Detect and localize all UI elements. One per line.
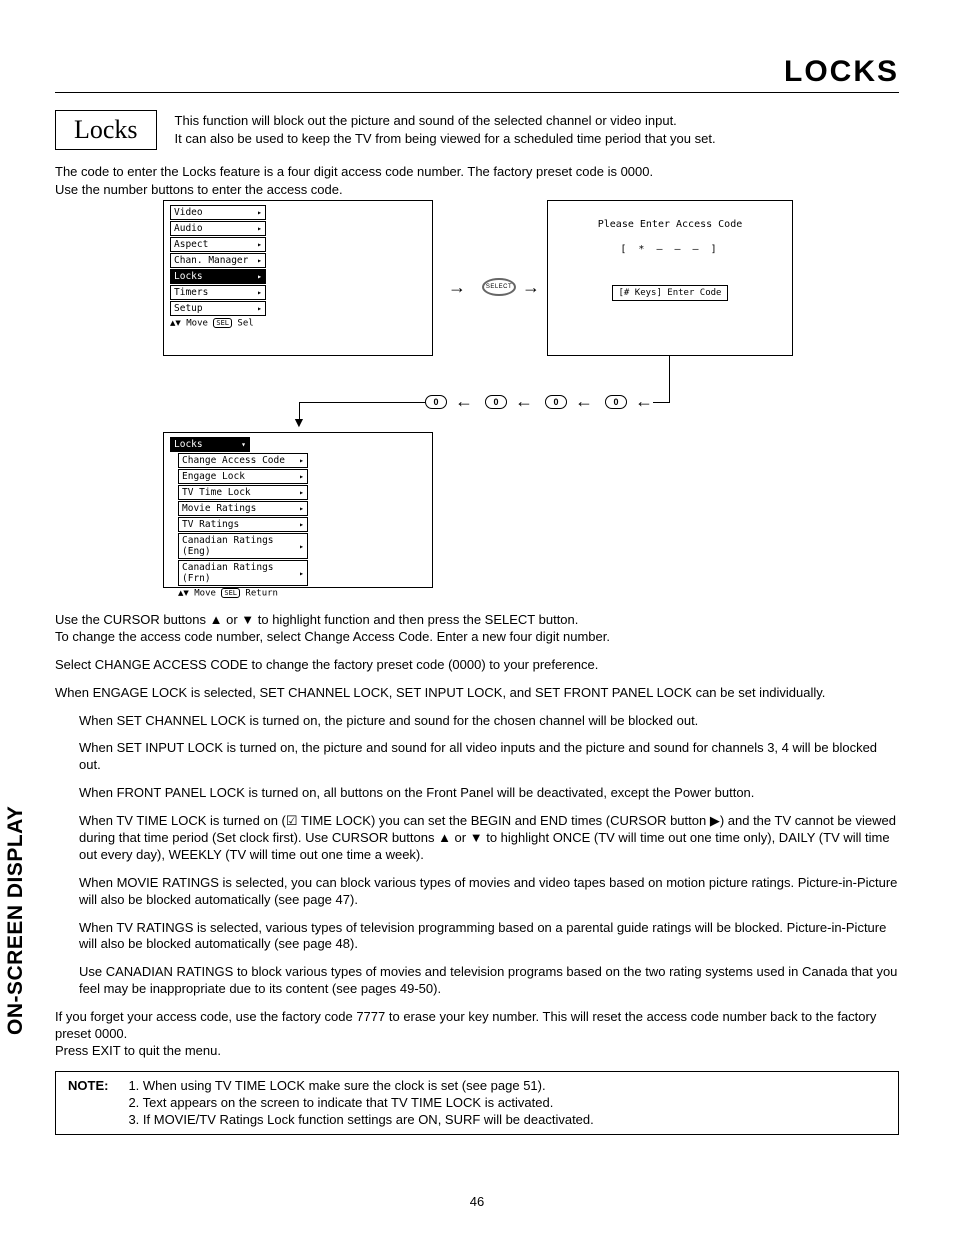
body-para: Use CANADIAN RATINGS to block various ty… [79, 964, 899, 998]
intro-line: This function will block out the picture… [175, 112, 716, 130]
select-button-icon: SELECT [482, 278, 516, 296]
diagram-area: Video▸ Audio▸ Aspect▸ Chan. Manager▸ Loc… [55, 200, 899, 590]
zero-key-icon: 0 [545, 395, 567, 409]
connector-line [669, 356, 670, 402]
intro-text: This function will block out the picture… [175, 110, 716, 147]
submenu-item: TV Ratings▸ [178, 517, 308, 532]
note-item: 2. Text appears on the screen to indicat… [128, 1095, 593, 1112]
submenu-item: Canadian Ratings (Eng)▸ [178, 533, 308, 559]
arrow-left-icon: ← [515, 391, 533, 412]
arrow-left-icon: ← [455, 391, 473, 412]
arrow-right-icon: → [522, 277, 540, 298]
arrow-right-icon: → [448, 277, 466, 298]
menu-hint: ▲▼ Move SEL Sel [170, 317, 426, 329]
body-para: When SET INPUT LOCK is turned on, the pi… [79, 740, 899, 774]
menu-item: Aspect▸ [170, 237, 266, 252]
menu-item: Setup▸ [170, 301, 266, 316]
note-box: NOTE: 1. When using TV TIME LOCK make su… [55, 1071, 899, 1136]
body-para: When MOVIE RATINGS is selected, you can … [79, 875, 899, 909]
zero-key-icon: 0 [605, 395, 627, 409]
body-para: When TV TIME LOCK is turned on (☑ TIME L… [79, 813, 899, 864]
osd-locks-submenu: Locks▾ Change Access Code▸ Engage Lock▸ … [163, 432, 433, 588]
menu-item-selected: Locks▸ [170, 269, 266, 284]
menu-item: Video▸ [170, 205, 266, 220]
body-line: If you forget your access code, use the … [55, 1009, 876, 1041]
code-intro: The code to enter the Locks feature is a… [55, 163, 653, 198]
access-code-hint: [# Keys] Enter Code [612, 285, 729, 301]
connector-line [407, 402, 425, 403]
page-header-title: LOCKS [784, 55, 899, 89]
body-para: Select CHANGE ACCESS CODE to change the … [55, 657, 899, 674]
arrow-down-icon: ▼ [292, 414, 306, 430]
connector-line [653, 402, 670, 403]
osd-access-code-panel: Please Enter Access Code [ * – – – ] [# … [547, 200, 793, 356]
note-list: 1. When using TV TIME LOCK make sure the… [128, 1078, 593, 1129]
sidebar-label: ON-SCREEN DISPLAY [4, 806, 28, 1035]
code-intro-line: Use the number buttons to enter the acce… [55, 181, 653, 199]
menu-item: Chan. Manager▸ [170, 253, 266, 268]
arrow-left-icon: ← [635, 391, 653, 412]
submenu-hint: ▲▼ Move SEL Return [178, 587, 426, 599]
submenu-item: Canadian Ratings (Frn)▸ [178, 560, 308, 586]
submenu-item: Engage Lock▸ [178, 469, 308, 484]
submenu-header: Locks▾ [170, 437, 250, 452]
access-code-prompt: Please Enter Access Code [558, 219, 782, 230]
code-intro-line: The code to enter the Locks feature is a… [55, 163, 653, 181]
note-item: 1. When using TV TIME LOCK make sure the… [128, 1078, 593, 1095]
body-para: When TV RATINGS is selected, various typ… [79, 920, 899, 954]
body-line: Use the CURSOR buttons ▲ or ▼ to highlig… [55, 612, 578, 627]
submenu-item: Movie Ratings▸ [178, 501, 308, 516]
submenu-item: TV Time Lock▸ [178, 485, 308, 500]
zero-key-icon: 0 [485, 395, 507, 409]
submenu-item: Change Access Code▸ [178, 453, 308, 468]
body-para: When SET CHANNEL LOCK is turned on, the … [79, 713, 899, 730]
note-label: NOTE: [68, 1078, 108, 1129]
note-item: 3. If MOVIE/TV Ratings Lock function set… [128, 1112, 593, 1129]
connector-line [299, 402, 407, 403]
body-para: When FRONT PANEL LOCK is turned on, all … [79, 785, 899, 802]
body-para: When ENGAGE LOCK is selected, SET CHANNE… [55, 685, 899, 702]
page-number: 46 [0, 1194, 954, 1209]
body-line: To change the access code number, select… [55, 629, 610, 644]
intro-line: It can also be used to keep the TV from … [175, 130, 716, 148]
access-code-value: [ * – – – ] [558, 244, 782, 255]
menu-item: Timers▸ [170, 285, 266, 300]
osd-main-menu: Video▸ Audio▸ Aspect▸ Chan. Manager▸ Loc… [163, 200, 433, 356]
zero-key-icon: 0 [425, 395, 447, 409]
header-rule [55, 92, 899, 93]
menu-item: Audio▸ [170, 221, 266, 236]
body-line: Press EXIT to quit the menu. [55, 1043, 221, 1058]
arrow-left-icon: ← [575, 391, 593, 412]
section-title-box: Locks [55, 110, 157, 150]
body-text: Use the CURSOR buttons ▲ or ▼ to highlig… [55, 612, 899, 1135]
